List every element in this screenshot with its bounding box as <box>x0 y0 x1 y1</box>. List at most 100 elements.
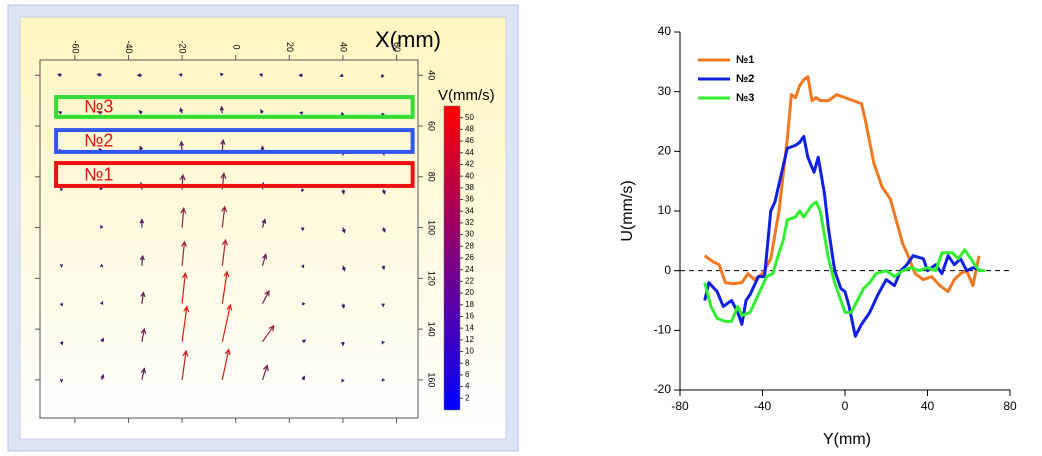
vector-arrow <box>100 373 105 381</box>
vector-arrow <box>140 291 146 304</box>
y-tick-label: 0 <box>664 263 671 277</box>
region-label: №3 <box>84 97 113 117</box>
x-tick-label: -20 <box>178 40 188 53</box>
vector-arrow <box>301 302 306 306</box>
colorbar-tick-label: 8 <box>465 358 470 367</box>
x-tick-label: -40 <box>124 40 134 53</box>
y-tick-label: -20 <box>654 382 672 396</box>
x-tick-label: -80 <box>671 399 689 413</box>
vector-arrow <box>261 364 269 381</box>
vector-arrow <box>221 238 228 266</box>
line-chart: -20 -10 0 10 20 30 40 -80 -40 0 40 80 №1 №2 №3 U(mm/s) Y… <box>619 24 1017 448</box>
vector-arrow <box>180 240 188 266</box>
colorbar-tick-label: 4 <box>465 382 470 391</box>
vector-arrow <box>341 265 346 272</box>
colorbar-tick-label: 50 <box>465 113 474 122</box>
vector-arrow <box>381 227 386 233</box>
colorbar-tick-label: 46 <box>465 136 474 145</box>
y-tick-label: 40 <box>427 70 437 80</box>
vector-arrow <box>341 341 345 347</box>
vector-arrow <box>380 74 385 78</box>
colorbar-tick-label: 40 <box>465 171 474 180</box>
y-tick-label: 40 <box>658 24 672 38</box>
vector-arrow <box>298 73 303 78</box>
colorbar-tick-label: 18 <box>465 300 474 309</box>
colorbar-tick-label: 16 <box>465 312 474 321</box>
vector-arrow <box>301 188 305 193</box>
vector-arrow <box>100 224 104 229</box>
x-tick-label: 20 <box>285 42 295 52</box>
vector-arrow <box>381 303 385 308</box>
vector-arrow <box>181 272 188 304</box>
vector-arrow <box>181 305 190 342</box>
vector-arrow <box>381 189 386 195</box>
y-tick-label: 60 <box>427 121 437 131</box>
vector-arrow <box>59 264 64 268</box>
vector-arrow <box>179 140 185 152</box>
vector-arrow <box>136 73 142 78</box>
y-tick-label: 100 <box>427 220 437 235</box>
colorbar-tick-label: 12 <box>465 335 474 344</box>
x-tick-label: 40 <box>339 42 349 52</box>
vector-arrow <box>179 107 184 114</box>
x-tick-label: 0 <box>842 399 849 413</box>
vector-arrow <box>181 349 189 380</box>
region-box <box>54 161 415 188</box>
y-axis-label: U(mm/s) <box>619 180 636 241</box>
x-tick-label: 0 <box>231 44 241 49</box>
x-tick-label: 60 <box>392 42 402 52</box>
vector-arrow <box>339 73 344 78</box>
colorbar-tick-label: 14 <box>465 323 474 332</box>
region-box <box>54 128 415 154</box>
x-axis-label: X(mm) <box>375 27 441 52</box>
colorbar-tick-label: 30 <box>465 230 474 239</box>
colorbar-tick-label: 34 <box>465 206 474 215</box>
vector-arrow <box>341 189 346 195</box>
vector-arrow <box>140 327 147 342</box>
vector-arrow <box>139 254 145 266</box>
vector-arrow <box>221 205 228 228</box>
vector-field-chart: -60 -40 -20 0 20 40 60 40 60 80 100 120 140 160 №3 №2 №1… <box>35 27 495 423</box>
vector-arrow <box>341 303 346 310</box>
y-tick-label: 80 <box>427 172 437 182</box>
vector-arrow <box>381 265 386 271</box>
plot-frame <box>39 59 419 419</box>
series-line <box>703 75 981 294</box>
vector-arrow <box>261 218 267 228</box>
colorbar-tick-label: 44 <box>465 148 474 157</box>
x-tick-label: 80 <box>1003 399 1017 413</box>
vector-arrow <box>299 111 304 115</box>
y-tick-label: 30 <box>658 84 672 98</box>
vector-arrow <box>302 339 307 344</box>
colorbar-tick-label: 48 <box>465 124 474 133</box>
vector-arrow <box>381 340 385 345</box>
region-label: №2 <box>84 131 113 151</box>
vector-arrow <box>221 270 230 304</box>
vector-arrow <box>381 378 385 382</box>
vector-arrow <box>341 227 346 234</box>
vector-arrow <box>59 187 64 192</box>
vector-arrow <box>220 138 226 152</box>
y-tick-label: 20 <box>658 144 672 158</box>
vector-arrow <box>301 375 305 381</box>
vector-arrow <box>261 289 270 305</box>
vector-arrow <box>261 253 268 266</box>
vector-arrow <box>56 73 62 77</box>
colorbar-tick-label: 36 <box>465 195 474 204</box>
colorbar-tick-label: 38 <box>465 183 474 192</box>
colorbar-tick-label: 20 <box>465 288 474 297</box>
vector-arrow <box>260 108 264 114</box>
vector-arrow <box>258 73 263 77</box>
x-tick-label: 40 <box>921 399 935 413</box>
x-tick-label: -60 <box>70 40 80 53</box>
x-tick-label: -40 <box>754 399 772 413</box>
y-tick-label: 120 <box>427 271 437 286</box>
region-label: №1 <box>84 164 113 184</box>
colorbar <box>443 105 461 411</box>
colorbar-tick-label: 6 <box>465 370 470 379</box>
vector-arrow <box>100 263 104 268</box>
x-axis-label: Y(mm) <box>823 431 871 448</box>
vector-arrow <box>139 218 145 228</box>
